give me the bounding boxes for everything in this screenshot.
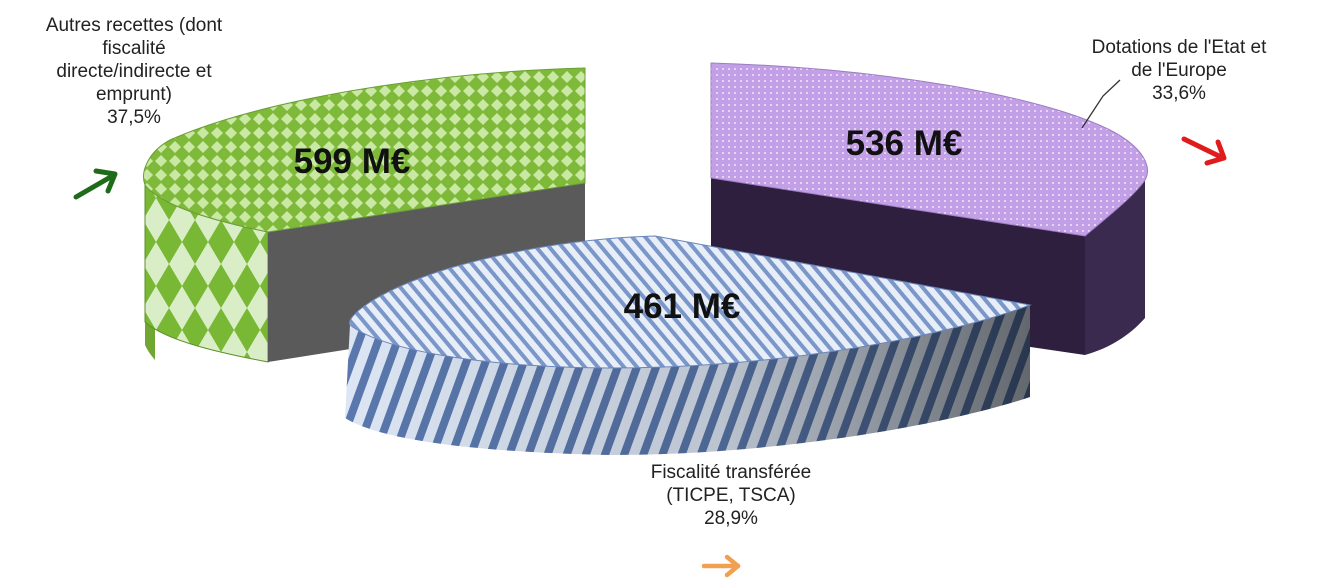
slice-label-autres: Autres recettes (dont fiscalité directe/… [45,15,223,105]
callout-autres-recettes: Autres recettes (dont fiscalité directe/… [0,14,268,129]
value-label-dotations: 536 M€ [846,124,963,163]
slice-label-dotations: Dotations de l'Etat et de l'Europe [1091,37,1267,81]
slice-percent-dotations: 33,6% [1152,83,1206,104]
up-arrow-icon [73,168,118,200]
value-label-autres: 599 M€ [294,142,411,181]
callout-fiscalite: Fiscalité transférée (TICPE, TSCA) 28,9% [600,461,862,530]
callout-dotations: Dotations de l'Etat et de l'Europe 33,6% [1060,36,1298,105]
right-arrow-icon [701,554,741,578]
slice-autres-top [143,67,586,233]
leader-line-dotations [1081,79,1121,129]
value-label-fiscalite: 461 M€ [624,287,741,326]
slice-percent-autres: 37,5% [107,107,161,128]
slice-label-fiscalite: Fiscalité transférée (TICPE, TSCA) [650,462,812,506]
slice-fiscalite-outer-shade [345,305,1030,455]
slice-percent-fiscalite: 28,9% [704,508,758,529]
down-arrow-icon [1181,136,1227,166]
slice-dotations-top [710,62,1148,237]
slice-fiscalite-top [348,235,1032,369]
slice-fiscalite [345,235,1032,455]
